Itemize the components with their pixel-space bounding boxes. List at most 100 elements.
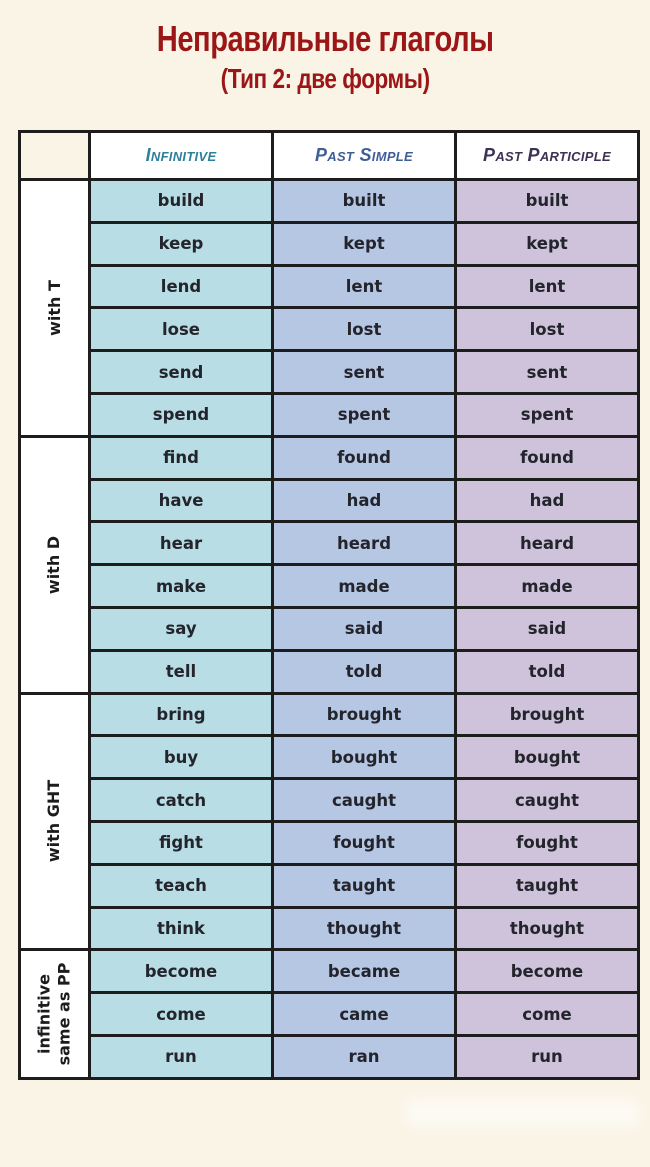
verb-cell: said bbox=[454, 605, 640, 652]
header-row: Infinitive Past Simple Past Participle bbox=[18, 130, 640, 181]
verb-cell: sent bbox=[271, 349, 457, 395]
verb-cell: bought bbox=[454, 734, 640, 781]
erased-watermark-smudge bbox=[405, 1098, 640, 1128]
table-row: catch caught caught bbox=[20, 777, 640, 823]
group-label-text: infinitive same as PP bbox=[34, 962, 74, 1066]
verb-cell: become bbox=[454, 948, 640, 995]
verb-cell: kept bbox=[271, 220, 457, 267]
table-row: send sent sent bbox=[20, 349, 640, 395]
verb-cell: keep bbox=[88, 220, 274, 267]
verb-cell: lend bbox=[88, 263, 274, 310]
verb-cell: fight bbox=[88, 819, 274, 866]
group-label-with-d: with D bbox=[18, 434, 91, 695]
verb-cell: think bbox=[88, 905, 274, 952]
verb-cell: come bbox=[88, 991, 274, 1037]
verb-cell: thought bbox=[454, 905, 640, 952]
table-row: run ran run bbox=[20, 1033, 640, 1080]
verb-cell: built bbox=[454, 178, 640, 224]
verb-cell: fought bbox=[454, 819, 640, 866]
verb-cell: ran bbox=[271, 1033, 457, 1080]
irregular-verbs-table: Infinitive Past Simple Past Participle w… bbox=[18, 130, 640, 1080]
verb-cell: became bbox=[271, 948, 457, 995]
verb-cell: lose bbox=[88, 306, 274, 353]
group-label-with-ght: with GHT bbox=[18, 691, 91, 952]
verb-cell: lost bbox=[454, 306, 640, 353]
header-infinitive: Infinitive bbox=[88, 130, 274, 181]
group-label-text: with GHT bbox=[44, 780, 64, 863]
verb-cell: had bbox=[271, 477, 457, 524]
verb-cell: said bbox=[271, 605, 457, 652]
table-row: tell told told bbox=[20, 648, 640, 695]
verb-cell: become bbox=[88, 948, 274, 995]
verb-cell: bring bbox=[88, 691, 274, 738]
verb-cell: spent bbox=[271, 391, 457, 438]
verb-cell: fought bbox=[271, 819, 457, 866]
table-row: with D find found found bbox=[18, 434, 640, 695]
verb-cell: spend bbox=[88, 391, 274, 438]
verb-cell: made bbox=[271, 563, 457, 609]
verb-cell: built bbox=[271, 178, 457, 224]
verb-cell: made bbox=[454, 563, 640, 609]
verb-cell: caught bbox=[454, 777, 640, 823]
verb-cell: catch bbox=[88, 777, 274, 823]
table-row: keep kept kept bbox=[20, 220, 640, 267]
verb-cell: buy bbox=[88, 734, 274, 781]
verb-cell: lent bbox=[271, 263, 457, 310]
verb-cell: bought bbox=[271, 734, 457, 781]
verb-cell: have bbox=[88, 477, 274, 524]
verb-cell: spent bbox=[454, 391, 640, 438]
group-label-text: with T bbox=[44, 279, 64, 336]
table-row: infinitive same as PP become became becom… bbox=[18, 948, 640, 1080]
verb-cell: thought bbox=[271, 905, 457, 952]
verb-cell: came bbox=[271, 991, 457, 1037]
table-row: lose lost lost bbox=[20, 306, 640, 353]
page-title: Неправильные глаголы bbox=[156, 18, 494, 60]
verb-cell: heard bbox=[454, 520, 640, 567]
verb-cell: told bbox=[454, 648, 640, 695]
verb-cell: had bbox=[454, 477, 640, 524]
verb-cell: send bbox=[88, 349, 274, 395]
table-row: have had had bbox=[20, 477, 640, 524]
title-block: Неправильные глаголы (Тип 2: две формы) bbox=[0, 18, 650, 95]
table-row: hear heard heard bbox=[20, 520, 640, 567]
table-row: with GHT bring brought brought bbox=[18, 691, 640, 952]
table-row: buy bought bought bbox=[20, 734, 640, 781]
verb-cell: hear bbox=[88, 520, 274, 567]
verb-cell: brought bbox=[271, 691, 457, 738]
table-row: spend spent spent bbox=[20, 391, 640, 438]
verb-cell: taught bbox=[271, 862, 457, 909]
verb-cell: sent bbox=[454, 349, 640, 395]
verb-cell: caught bbox=[271, 777, 457, 823]
verb-cell: make bbox=[88, 563, 274, 609]
verb-cell: find bbox=[88, 434, 274, 481]
verb-cell: come bbox=[454, 991, 640, 1037]
verb-cell: kept bbox=[454, 220, 640, 267]
verb-cell: found bbox=[454, 434, 640, 481]
verb-cell: heard bbox=[271, 520, 457, 567]
verb-cell: tell bbox=[88, 648, 274, 695]
table-row: fight fought fought bbox=[20, 819, 640, 866]
verb-cell: run bbox=[88, 1033, 274, 1080]
verb-cell: run bbox=[454, 1033, 640, 1080]
table-row: teach taught taught bbox=[20, 862, 640, 909]
table-row: say said said bbox=[20, 605, 640, 652]
verb-cell: brought bbox=[454, 691, 640, 738]
verb-cell: taught bbox=[454, 862, 640, 909]
group-label-with-t: with T bbox=[18, 178, 91, 438]
table-row: make made made bbox=[20, 563, 640, 609]
table-row: come came come bbox=[20, 991, 640, 1037]
verb-cell: told bbox=[271, 648, 457, 695]
header-past-participle: Past Participle bbox=[454, 130, 640, 181]
table-row: lend lent lent bbox=[20, 263, 640, 310]
corner-empty-cell bbox=[18, 130, 91, 181]
verb-cell: teach bbox=[88, 862, 274, 909]
verb-cell: found bbox=[271, 434, 457, 481]
verb-cell: lent bbox=[454, 263, 640, 310]
table-row: with T build built built bbox=[18, 178, 640, 438]
table-row: think thought thought bbox=[20, 905, 640, 952]
verb-cell: say bbox=[88, 605, 274, 652]
group-label-infinitive-same-as-pp: infinitive same as PP bbox=[18, 948, 91, 1080]
verb-cell: lost bbox=[271, 306, 457, 353]
header-past-simple: Past Simple bbox=[271, 130, 457, 181]
verb-cell: build bbox=[88, 178, 274, 224]
